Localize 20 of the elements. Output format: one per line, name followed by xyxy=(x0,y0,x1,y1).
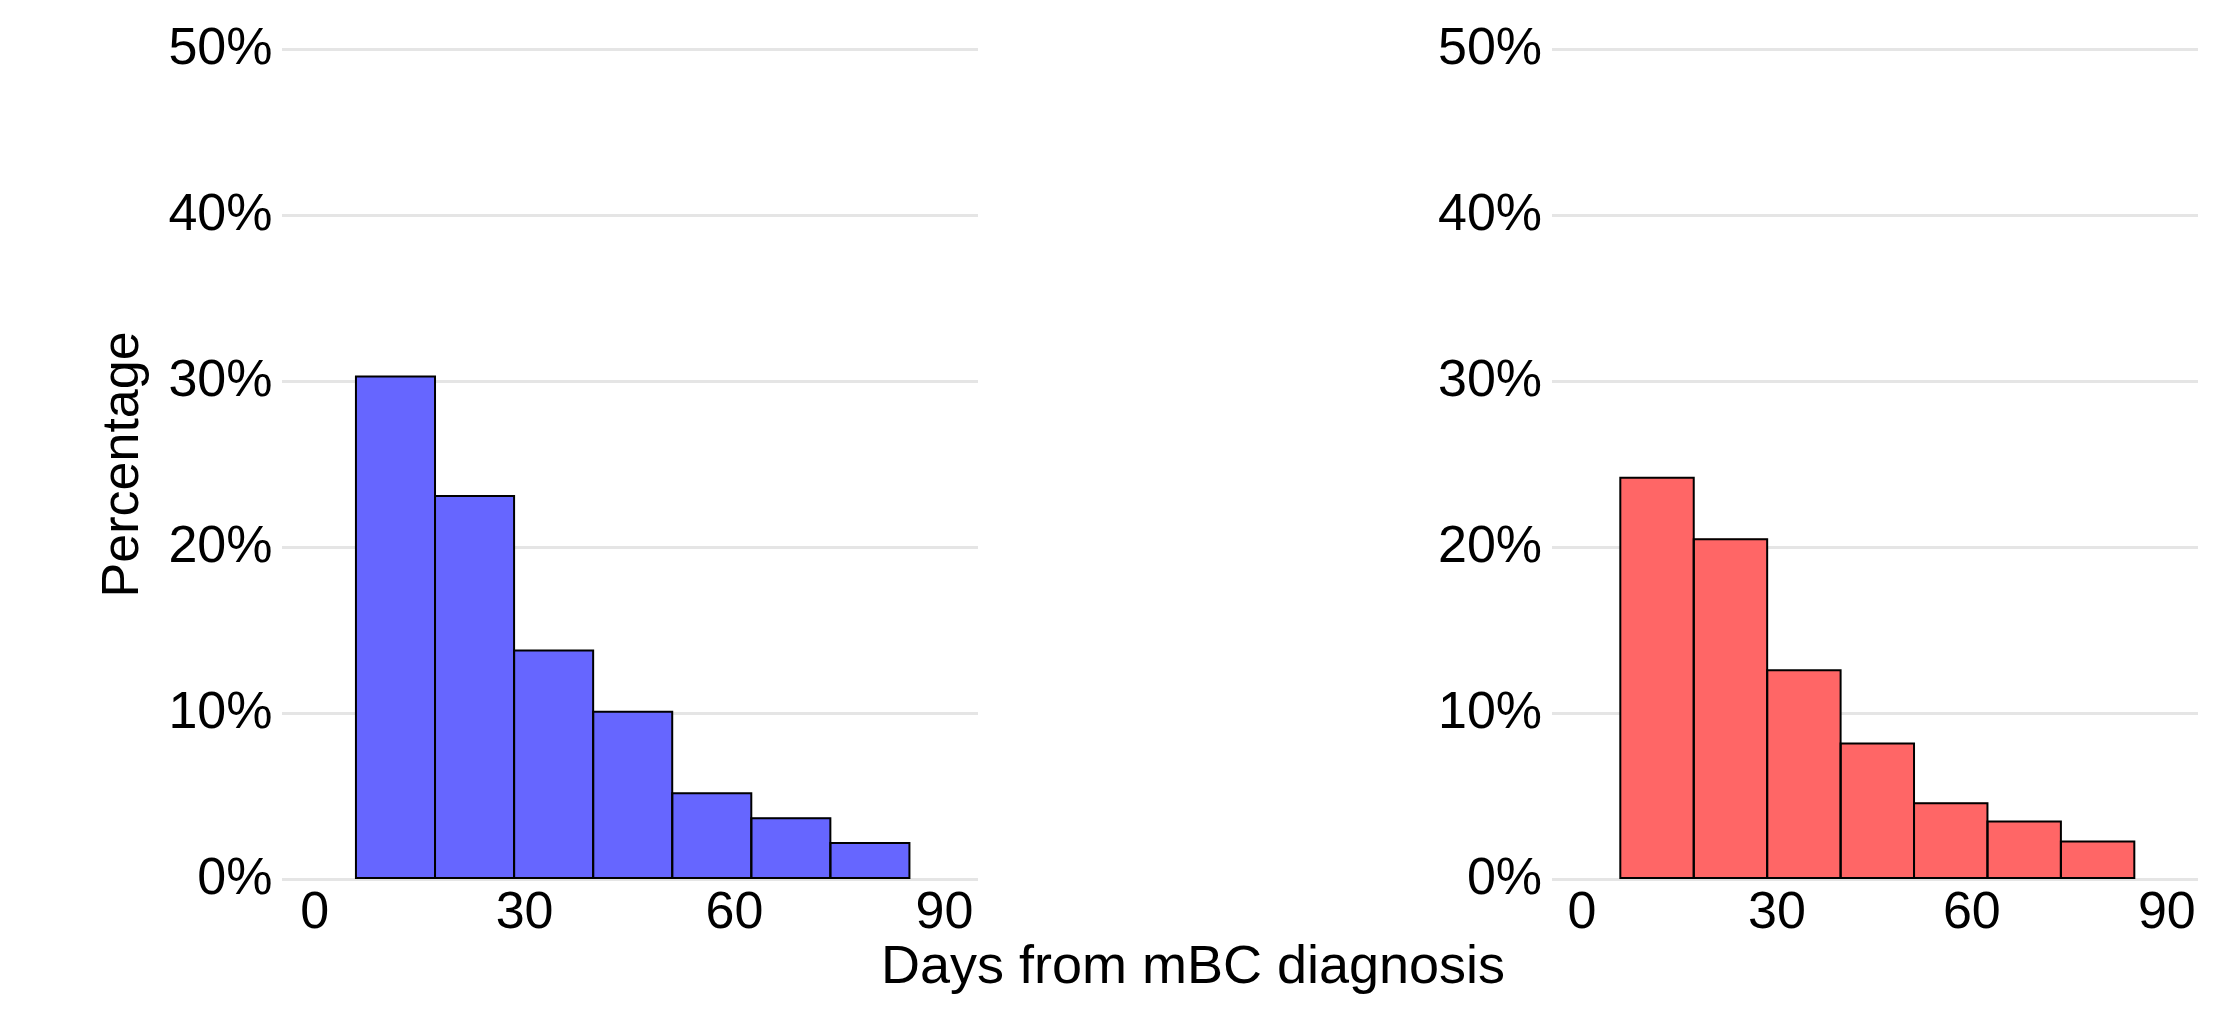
y-tick-label: 10% xyxy=(168,680,273,739)
x-tick-label: 30 xyxy=(1747,881,1806,940)
x-tick-label: 0 xyxy=(1567,881,1597,940)
y-tick-label: 20% xyxy=(168,514,273,573)
y-tick-label: 50% xyxy=(168,16,273,75)
x-tick-label: 0 xyxy=(300,881,330,940)
y-axis-title: Percentage xyxy=(90,331,149,598)
y-tick-label: 50% xyxy=(1438,16,1543,75)
x-tick-label: 60 xyxy=(705,881,764,940)
y-tick-label: 20% xyxy=(1438,514,1543,573)
x-tick-label: 60 xyxy=(1942,881,2001,940)
y-tick-label: 30% xyxy=(168,348,273,407)
y-tick-label: 0% xyxy=(1466,846,1543,905)
x-tick-label: 90 xyxy=(2137,881,2196,940)
y-tick-label: 10% xyxy=(1438,680,1543,739)
y-tick-label: 30% xyxy=(1438,348,1543,407)
y-tick-label: 0% xyxy=(197,846,273,905)
y-tick-label: 40% xyxy=(168,182,273,241)
y-tick-label: 40% xyxy=(1438,182,1543,241)
x-tick-label: 30 xyxy=(495,881,554,940)
